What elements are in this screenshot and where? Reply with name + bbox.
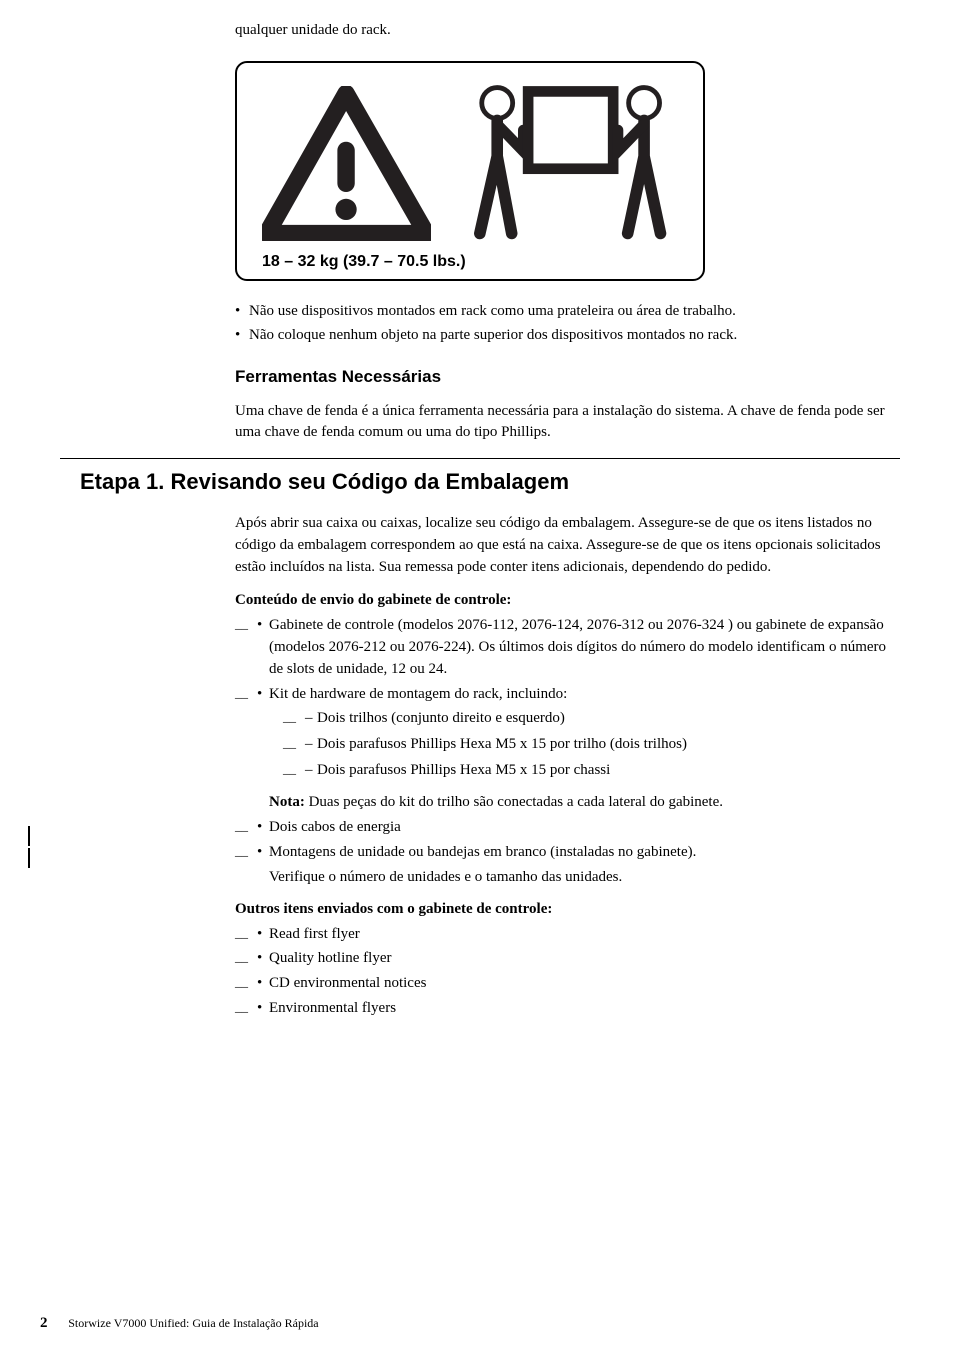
checklist-text: Dois cabos de energia	[269, 819, 401, 835]
checklist-text: Montagens de unidade ou bandejas em bran…	[269, 844, 696, 860]
page-footer: 2 Storwize V7000 Unified: Guia de Instal…	[40, 1315, 319, 1332]
checklist-item: •CD environmental notices	[235, 973, 900, 995]
weight-label: 18 – 32 kg (39.7 – 70.5 lbs.)	[262, 253, 678, 271]
doc-title: Storwize V7000 Unified: Guia de Instalaç…	[68, 1316, 318, 1330]
conteudo-checklist: •Gabinete de controle (modelos 2076-112,…	[235, 615, 900, 781]
nota-label: Nota:	[269, 794, 305, 810]
ferramentas-text: Uma chave de fenda é a única ferramenta …	[235, 401, 900, 445]
change-bar	[28, 826, 30, 846]
warning-triangle-icon	[262, 86, 431, 241]
rack-warning-item: Não use dispositivos montados em rack co…	[235, 301, 900, 323]
sub-checklist-item: –Dois parafusos Phillips Hexa M5 x 15 po…	[269, 760, 900, 782]
sub-checklist-text: Dois parafusos Phillips Hexa M5 x 15 por…	[317, 736, 687, 752]
checklist-item: •Montagens de unidade ou bandejas em bra…	[235, 842, 900, 864]
ferramentas-heading: Ferramentas Necessárias	[235, 367, 900, 387]
sub-checklist: –Dois trilhos (conjunto direito e esquer…	[269, 708, 900, 781]
rack-warnings-list: Não use dispositivos montados em rack co…	[235, 301, 900, 347]
checklist-item: •Quality hotline flyer	[235, 948, 900, 970]
etapa1-intro: Após abrir sua caixa ou caixas, localize…	[235, 513, 900, 578]
checklist-text: Kit de hardware de montagem do rack, inc…	[269, 686, 567, 702]
section-separator	[60, 458, 900, 459]
etapa1-heading: Etapa 1. Revisando seu Código da Embalag…	[80, 469, 900, 495]
sub-checklist-text: Dois parafusos Phillips Hexa M5 x 15 por…	[317, 762, 610, 778]
conteudo-heading: Conteúdo de envio do gabinete de control…	[235, 592, 900, 609]
checklist-item: •Environmental flyers	[235, 998, 900, 1020]
checklist-text: Quality hotline flyer	[269, 950, 391, 966]
two-person-lift-icon	[446, 81, 678, 241]
sub-checklist-item: –Dois parafusos Phillips Hexa M5 x 15 po…	[269, 734, 900, 756]
change-bar	[28, 848, 30, 868]
checklist-item: •Gabinete de controle (modelos 2076-112,…	[235, 615, 900, 680]
checklist-item: •Kit de hardware de montagem do rack, in…	[235, 684, 900, 782]
warning-box: 18 – 32 kg (39.7 – 70.5 lbs.)	[235, 61, 705, 281]
nota: Nota: Duas peças do kit do trilho são co…	[269, 792, 900, 814]
rack-warning-item: Não coloque nenhum objeto na parte super…	[235, 325, 900, 347]
checklist-text: CD environmental notices	[269, 975, 426, 991]
checklist-text: Read first flyer	[269, 926, 360, 942]
verify-text: Verifique o número de unidades e o taman…	[269, 867, 900, 889]
intro-text: qualquer unidade do rack.	[235, 20, 900, 41]
outros-checklist: •Read first flyer •Quality hotline flyer…	[235, 924, 900, 1020]
sub-checklist-item: –Dois trilhos (conjunto direito e esquer…	[269, 708, 900, 730]
nota-text: Duas peças do kit do trilho são conectad…	[309, 794, 723, 810]
outros-heading: Outros itens enviados com o gabinete de …	[235, 901, 900, 918]
conteudo-checklist-cont: •Dois cabos de energia •Montagens de uni…	[235, 817, 900, 864]
checklist-text: Environmental flyers	[269, 1000, 396, 1016]
sub-checklist-text: Dois trilhos (conjunto direito e esquerd…	[317, 710, 565, 726]
page-number: 2	[40, 1315, 48, 1331]
checklist-text: Gabinete de controle (modelos 2076-112, …	[269, 617, 886, 677]
checklist-item: •Read first flyer	[235, 924, 900, 946]
checklist-item: •Dois cabos de energia	[235, 817, 900, 839]
